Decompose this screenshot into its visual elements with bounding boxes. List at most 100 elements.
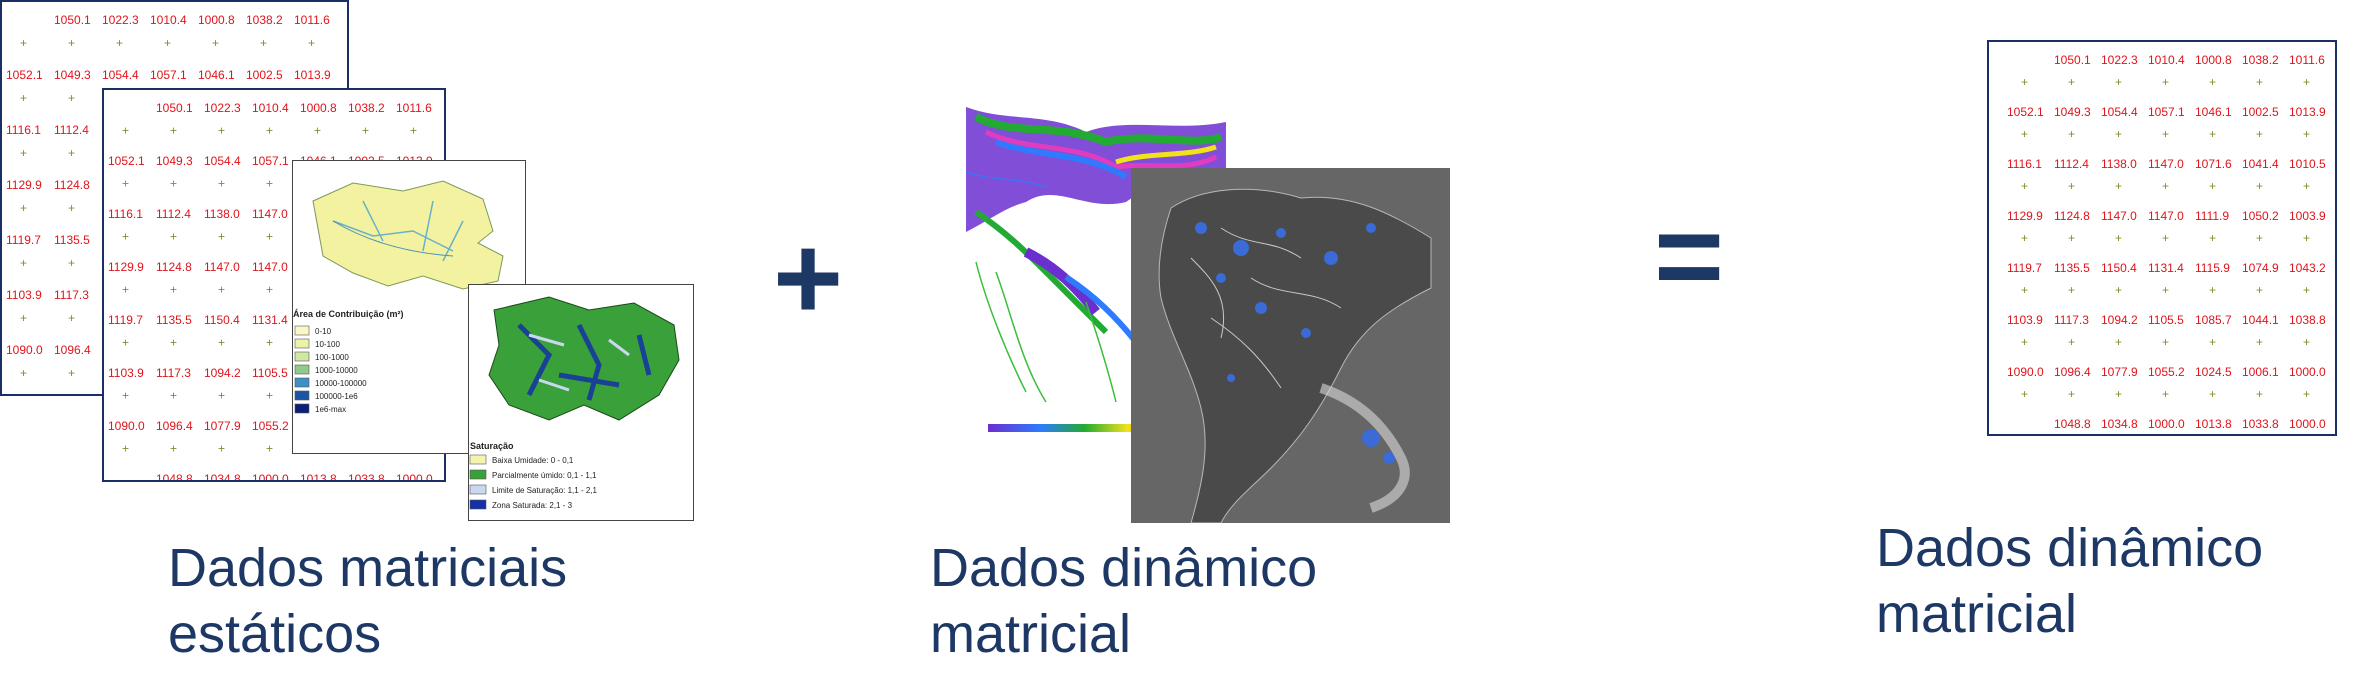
grid-value: 1103.9 — [2007, 313, 2043, 327]
grid-value: 1150.4 — [204, 313, 240, 327]
grid-value: 1002.5 — [2242, 105, 2279, 119]
legend-label: Baixa Umidade: 0 - 0,1 — [492, 456, 574, 465]
grid-marker: + — [170, 441, 177, 455]
grid-value: 1000.0 — [252, 472, 289, 480]
grid-marker: + — [266, 441, 273, 455]
grid-value: 1033.8 — [348, 472, 385, 480]
grid-value: 1131.4 — [2148, 261, 2184, 275]
saturation-legend-title: Saturação — [470, 441, 514, 451]
grid-marker: + — [2021, 179, 2028, 193]
grid-marker: + — [2162, 283, 2169, 297]
grid-value: 1006.1 — [2242, 365, 2279, 379]
grid-marker: + — [68, 36, 75, 50]
grid-marker: + — [2068, 283, 2075, 297]
grid-marker: + — [2256, 75, 2263, 89]
grid-marker: + — [122, 282, 129, 296]
grid-marker: + — [2021, 387, 2028, 401]
grid-marker: + — [2021, 231, 2028, 245]
grid-marker: + — [266, 176, 273, 190]
caption-result-line1: Dados dinâmico — [1876, 518, 2264, 578]
grid-value: 1096.4 — [2054, 365, 2091, 379]
grid-value: 1074.9 — [2242, 261, 2279, 275]
result-grid-sheet: +1050.1 +1022.3 +1010.4 +1000.8 +1038.2 +1011… — [1987, 40, 2337, 436]
grid-value: 1011.6 — [396, 101, 432, 115]
grid-marker: + — [218, 335, 225, 349]
plus-operator: + — [773, 211, 844, 345]
grid-marker: + — [2021, 283, 2028, 297]
grid-value: 1034.8 — [204, 472, 241, 480]
legend-swatch — [469, 469, 487, 480]
grid-value: 1002.5 — [246, 68, 283, 82]
grid-value: 1057.1 — [150, 68, 187, 82]
contribution-legend: Área de Contribuição (m²) 0-10 10-100 100-… — [293, 309, 404, 414]
grid-value: 1103.9 — [6, 288, 42, 302]
grid-marker: + — [2068, 335, 2075, 349]
grid-marker: + — [410, 123, 417, 137]
grid-value: 1050.1 — [2054, 53, 2091, 67]
grid-value: 1115.9 — [2195, 261, 2230, 275]
grid-marker: + — [2162, 179, 2169, 193]
legend-swatch — [294, 364, 310, 375]
grid-value: 1103.9 — [108, 366, 144, 380]
grid-value: 1054.4 — [2101, 105, 2138, 119]
grid-marker: + — [122, 441, 129, 455]
grid-marker: + — [2303, 127, 2310, 141]
grid-marker: + — [20, 256, 27, 270]
grid-marker: + — [2256, 127, 2263, 141]
caption-dynamic-data: Dados dinâmico matricial — [930, 535, 1317, 667]
grid-marker: + — [2068, 127, 2075, 141]
grid-marker: + — [308, 36, 315, 50]
grid-marker: + — [2303, 335, 2310, 349]
grid-value: 1000.0 — [2148, 417, 2185, 431]
grid-value: 1000.8 — [2195, 53, 2232, 67]
grid-marker: + — [218, 282, 225, 296]
caption-dynamic-line2: matricial — [930, 604, 1132, 664]
grid-marker: + — [122, 388, 129, 402]
grid-marker: + — [218, 441, 225, 455]
grid-value: 1135.5 — [54, 233, 90, 247]
grid-value: 1147.0 — [252, 207, 288, 221]
grid-marker: + — [2115, 75, 2122, 89]
grid-value: 1116.1 — [2007, 157, 2042, 171]
grid-marker: + — [2162, 75, 2169, 89]
grid-value: 1000.8 — [300, 101, 337, 115]
satellite-image-canvas — [1131, 168, 1450, 523]
grid-marker: + — [218, 229, 225, 243]
grid-value: 1052.1 — [2007, 105, 2044, 119]
caption-static-data: Dados matriciais estáticos — [168, 535, 567, 667]
grid-value: 1038.2 — [2242, 53, 2279, 67]
grid-marker: + — [68, 256, 75, 270]
legend-swatch — [294, 390, 310, 401]
grid-value: 1049.3 — [156, 154, 193, 168]
grid-marker: + — [2209, 127, 2216, 141]
grid-marker: + — [2021, 335, 2028, 349]
grid-value: 1129.9 — [6, 178, 42, 192]
caption-static-line1: Dados matriciais — [168, 538, 568, 598]
grid-value: 1000.8 — [198, 13, 235, 27]
grid-value: 1112.4 — [54, 123, 89, 137]
grid-marker: + — [2162, 127, 2169, 141]
grid-value: 1011.6 — [2289, 53, 2325, 67]
grid-value: 1119.7 — [108, 313, 143, 327]
grid-marker: + — [2162, 335, 2169, 349]
grid-marker: + — [122, 123, 129, 137]
grid-value: 1054.4 — [102, 68, 139, 82]
grid-marker: + — [20, 201, 27, 215]
grid-marker: + — [2256, 283, 2263, 297]
grid-marker: + — [170, 335, 177, 349]
grid-marker: + — [2256, 335, 2263, 349]
grid-marker: + — [266, 123, 273, 137]
grid-marker: + — [2209, 179, 2216, 193]
grid-marker: + — [20, 91, 27, 105]
grid-value: 1000.0 — [396, 472, 433, 480]
legend-label: 10000-100000 — [315, 379, 367, 388]
grid-marker: + — [2303, 179, 2310, 193]
grid-value: 1022.3 — [102, 13, 139, 27]
grid-marker: + — [2303, 231, 2310, 245]
grid-value: 1094.2 — [2101, 313, 2138, 327]
grid-marker: + — [2068, 179, 2075, 193]
grid-value: 1057.1 — [252, 154, 289, 168]
grid-value: 1041.4 — [2242, 157, 2279, 171]
grid-value: 1111.9 — [2195, 209, 2229, 223]
grid-marker: + — [2115, 179, 2122, 193]
